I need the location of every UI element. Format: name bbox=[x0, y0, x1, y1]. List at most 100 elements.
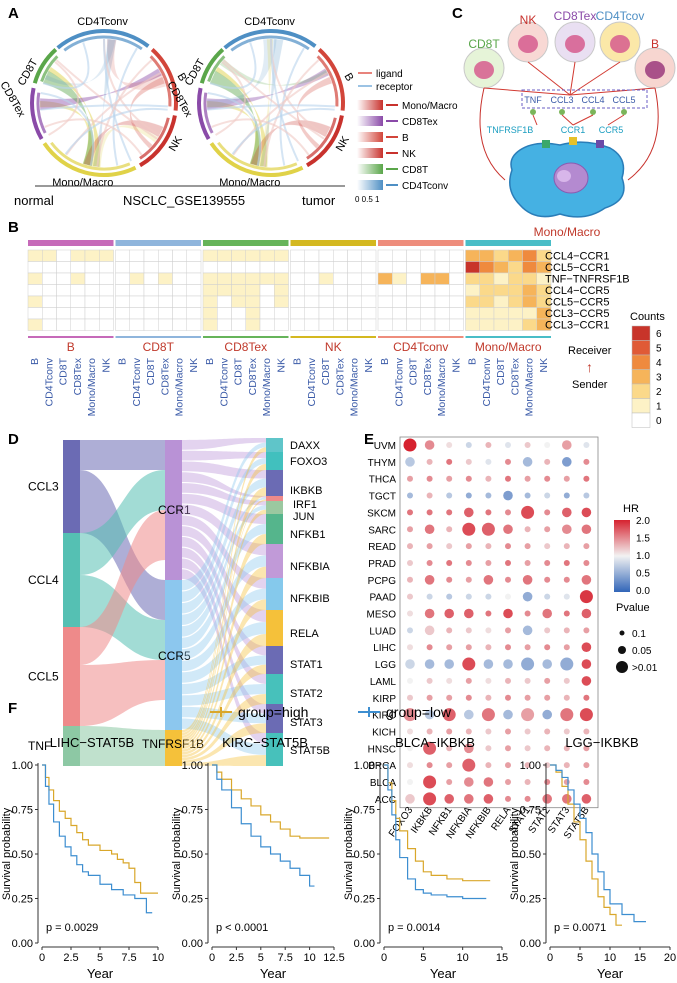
bubble-point bbox=[579, 708, 593, 722]
heatmap-cell bbox=[84, 272, 100, 285]
bubble-point bbox=[424, 709, 435, 720]
heatmap-cell bbox=[84, 249, 100, 262]
pvalue-legend-dot bbox=[619, 630, 625, 636]
y-tick-label: PCPG bbox=[368, 576, 397, 587]
heatmap-cell bbox=[377, 295, 393, 308]
bubble-point bbox=[563, 677, 570, 684]
ligand-label: CCL5 bbox=[612, 95, 635, 105]
bubble-point bbox=[583, 559, 590, 566]
chord-segment-inner bbox=[50, 141, 131, 171]
bubble-point bbox=[446, 762, 453, 769]
chord-segment-inner bbox=[230, 35, 310, 52]
heatmap-cell bbox=[217, 261, 232, 274]
heatmap-cell bbox=[231, 249, 246, 262]
target-node bbox=[266, 496, 283, 501]
heatmap-cell bbox=[465, 295, 480, 308]
heatmap-cell bbox=[27, 318, 43, 331]
bubble-point bbox=[407, 779, 413, 785]
heatmap-cell bbox=[172, 249, 187, 262]
km-y-tick-label: 1.00 bbox=[12, 760, 33, 772]
bubble-point bbox=[407, 745, 413, 752]
heatmap-cell bbox=[245, 318, 261, 331]
bubble-point bbox=[505, 475, 511, 482]
bubble-point bbox=[544, 458, 551, 465]
bubble-point bbox=[581, 659, 592, 669]
chord-segment-inner bbox=[40, 55, 59, 83]
km-y-tick-label: 0.25 bbox=[182, 894, 203, 906]
bubble-point bbox=[485, 762, 492, 769]
heatmap-cell bbox=[449, 318, 464, 331]
heatmap-cell bbox=[347, 295, 362, 308]
receiver-label: Receiver bbox=[568, 345, 612, 357]
bubble-point bbox=[524, 475, 531, 482]
ligand-node bbox=[63, 440, 80, 533]
sender-tick-label: B bbox=[204, 358, 216, 365]
target-node-label: NFKB1 bbox=[290, 529, 325, 541]
bubble-point bbox=[426, 694, 433, 701]
heatmap-cell bbox=[217, 307, 232, 320]
legend-gradient-bar bbox=[357, 148, 383, 158]
heatmap-cell bbox=[493, 261, 509, 274]
bubble-point bbox=[446, 644, 453, 651]
bubble-point bbox=[403, 438, 417, 452]
chord-link-faint bbox=[40, 92, 95, 166]
chord-segment-arc bbox=[150, 48, 178, 111]
sender-tick-label: CD4Tconv bbox=[306, 357, 318, 406]
receptor-label: TNFRSF1B bbox=[487, 125, 534, 135]
heatmap-cell bbox=[420, 272, 436, 285]
heatmap-cell bbox=[129, 284, 145, 297]
bubble-point bbox=[483, 575, 494, 585]
receptor-node-label: CCR5 bbox=[158, 649, 191, 663]
heatmap-cell bbox=[479, 307, 495, 320]
heatmap-cell bbox=[259, 272, 275, 285]
km-y-tick-label: 0.50 bbox=[12, 849, 33, 861]
sankey-flow bbox=[80, 660, 165, 726]
chord-link-faint bbox=[48, 61, 79, 136]
bubble-point bbox=[563, 745, 570, 752]
heatmap-cell bbox=[56, 261, 71, 274]
target-node bbox=[266, 514, 283, 544]
bubble-point bbox=[505, 762, 511, 769]
chord-link-faint bbox=[103, 38, 132, 162]
sender-group-label: CD4Tconv bbox=[393, 340, 448, 354]
heatmap-cell bbox=[420, 249, 436, 262]
heatmap-cell bbox=[259, 295, 275, 308]
receptor-label: CCR5 bbox=[599, 125, 624, 135]
bubble-point bbox=[583, 475, 590, 482]
sankey-flow bbox=[182, 478, 266, 614]
heatmap-cell bbox=[70, 284, 86, 297]
heatmap-cell bbox=[158, 295, 173, 308]
km-y-label: Survival probability bbox=[509, 807, 521, 900]
km-title: LIHC−STAT5B bbox=[50, 735, 134, 750]
receiver-group-bar bbox=[290, 240, 376, 246]
sender-group-label: B bbox=[67, 340, 75, 354]
heatmap-cell bbox=[392, 307, 407, 320]
bubble-point bbox=[444, 608, 455, 619]
pair-label: CCL5−CCR5 bbox=[545, 297, 610, 309]
heatmap-cell bbox=[172, 261, 187, 274]
heatmap-cell bbox=[493, 249, 509, 262]
chord-link-faint bbox=[263, 59, 320, 167]
bubble-point bbox=[505, 576, 511, 583]
heatmap-cell bbox=[99, 295, 114, 308]
sender-group-label: CD8Tex bbox=[224, 340, 267, 354]
bubble-point bbox=[485, 610, 492, 617]
chord-link bbox=[296, 76, 333, 149]
heatmap-cell bbox=[186, 272, 202, 285]
sankey-flow bbox=[182, 536, 266, 656]
heatmap-cell bbox=[143, 249, 159, 262]
cell-label: CD8T bbox=[468, 37, 500, 51]
heatmap-cell bbox=[465, 307, 480, 320]
y-tick-label: LIHC bbox=[373, 643, 396, 654]
bubble-point bbox=[581, 524, 592, 535]
bubble-point bbox=[485, 677, 492, 684]
heatmap-cell bbox=[522, 318, 537, 331]
bubble-point bbox=[505, 509, 511, 516]
y-tick-label: LAML bbox=[370, 677, 397, 688]
heatmap-cell bbox=[493, 272, 509, 285]
heatmap-cell bbox=[318, 284, 334, 297]
chord-link bbox=[107, 39, 166, 90]
km-y-tick-label: 0.75 bbox=[182, 805, 203, 817]
bubble-point bbox=[407, 627, 413, 634]
bubble-point bbox=[485, 745, 492, 752]
